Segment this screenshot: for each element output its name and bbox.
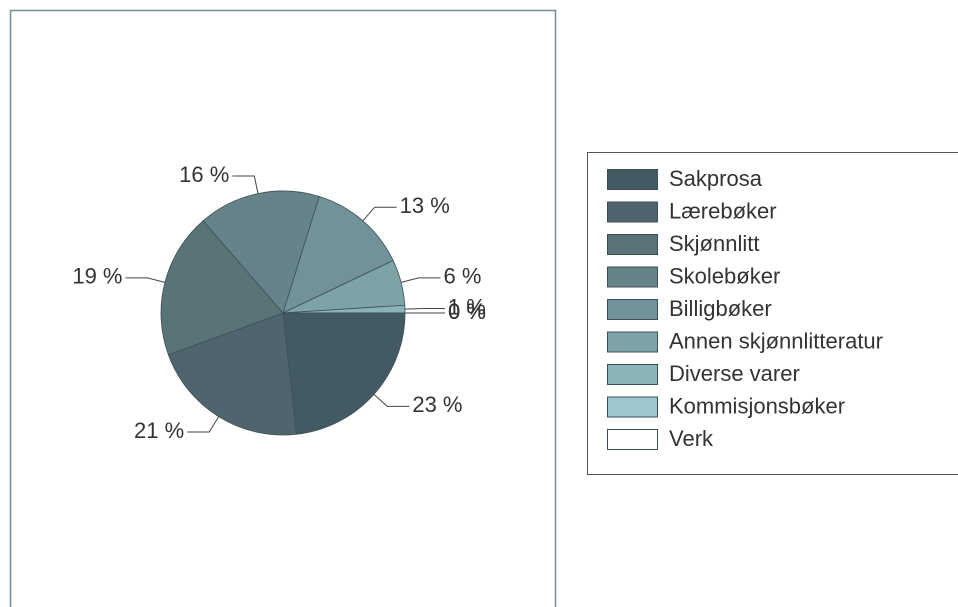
pie-slice — [282, 312, 406, 435]
legend-swatch — [607, 396, 658, 418]
data-label: 23 % — [412, 392, 462, 417]
pie-slice — [202, 190, 320, 314]
pie-slice — [282, 196, 394, 314]
pie-slice — [160, 220, 284, 356]
data-label: 0 % — [448, 299, 486, 324]
legend-label: Lærebøker — [669, 198, 777, 223]
leader-line — [400, 277, 441, 283]
data-label: 6 % — [444, 264, 482, 289]
legend-label: Billigbøker — [669, 296, 772, 321]
legend-swatch — [607, 234, 658, 255]
data-label: 16 % — [179, 162, 229, 187]
legend-label: Diverse varer — [669, 361, 800, 386]
legend-swatch — [607, 331, 658, 353]
legend-swatch — [607, 266, 658, 288]
data-label: 13 % — [400, 193, 450, 218]
legend-swatch — [607, 169, 658, 190]
leader-line — [373, 393, 410, 407]
legend-swatch — [607, 429, 658, 450]
legend-swatch — [607, 201, 658, 223]
leader-line — [187, 416, 220, 433]
leader-line — [404, 308, 445, 310]
data-label: 19 % — [72, 264, 122, 289]
legend-swatch — [607, 299, 658, 320]
legend-frame — [587, 152, 958, 475]
data-label: 21 % — [134, 418, 184, 443]
legend-label: Verk — [669, 426, 714, 451]
legend-swatch — [607, 364, 658, 385]
data-label: 0 % — [448, 299, 486, 324]
legend-label: Skolebøker — [669, 263, 780, 288]
legend-label: Kommisjonsbøker — [669, 393, 845, 418]
legend-label: Annen skjønnlitteratur — [669, 328, 883, 353]
legend-label: Sakprosa — [669, 166, 763, 191]
leader-line — [232, 175, 259, 194]
legend-label: Skjønnlitt — [669, 231, 759, 256]
plot-frame — [9, 9, 557, 607]
leader-line — [362, 206, 397, 222]
data-label: 1 % — [448, 294, 486, 319]
leader-line — [125, 277, 166, 283]
